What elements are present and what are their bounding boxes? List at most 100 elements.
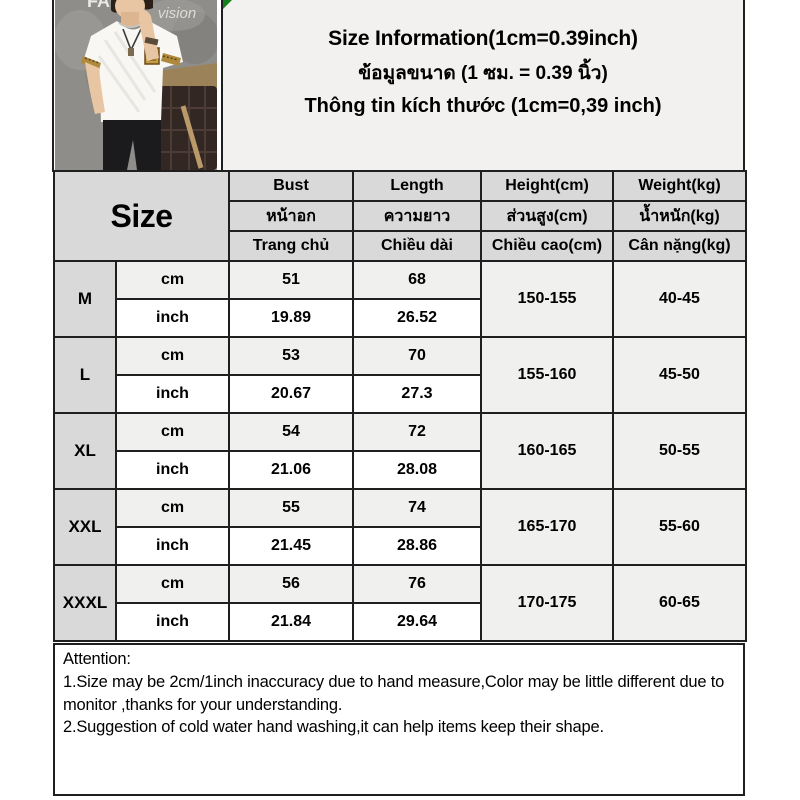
- sleeve-cuff: [161, 53, 181, 66]
- size-label: XXL: [53, 488, 117, 566]
- height-range: 165-170: [480, 488, 614, 566]
- size-label: XXXL: [53, 564, 117, 642]
- bust-cm: 56: [228, 564, 354, 604]
- table-row-m-cm: M cm 51 68 150-155 40-45: [53, 260, 747, 338]
- sleeve-cuff: [81, 56, 101, 70]
- unit-label: cm: [115, 564, 230, 604]
- length-inch: 28.08: [352, 450, 482, 490]
- unit-label: inch: [115, 602, 230, 642]
- shorts: [103, 120, 161, 170]
- attention-line-2: 2.Suggestion of cold water hand washing,…: [63, 718, 604, 737]
- length-inch: 28.86: [352, 526, 482, 566]
- bust-cm: 54: [228, 412, 354, 452]
- title-line-thai: ข้อมูลขนาด (1 ซม. = 0.39 นิ้ว): [358, 62, 608, 84]
- col-header-height-vi: Chiều cao(cm): [480, 230, 614, 262]
- necklace-pendant: [128, 48, 134, 56]
- col-header-height: Height(cm): [480, 170, 614, 202]
- size-table: Size Bust Length Height(cm) Weight(kg) ห…: [53, 170, 747, 642]
- length-inch: 27.3: [352, 374, 482, 414]
- wristwatch: [144, 36, 159, 46]
- unit-label: cm: [115, 336, 230, 376]
- weight-range: 55-60: [612, 488, 747, 566]
- hair: [143, 0, 153, 10]
- unit-label: cm: [115, 260, 230, 300]
- weight-range: 60-65: [612, 564, 747, 642]
- bust-cm: 55: [228, 488, 354, 528]
- col-header-length-vi: Chiều dài: [352, 230, 482, 262]
- left-arm: [85, 62, 105, 114]
- unit-label: inch: [115, 450, 230, 490]
- length-cm: 70: [352, 336, 482, 376]
- col-header-length: Length: [352, 170, 482, 202]
- bust-inch: 20.67: [228, 374, 354, 414]
- length-cm: 74: [352, 488, 482, 528]
- product-photo: FAC vision: [55, 0, 217, 170]
- wall-texture: [145, 0, 205, 31]
- attention-line-1: 1.Size may be 2cm/1inch inaccuracy due t…: [63, 672, 725, 714]
- unit-label: cm: [115, 488, 230, 528]
- tshirt-sheen: [97, 31, 157, 113]
- col-header-weight: Weight(kg): [612, 170, 747, 202]
- header-row-vietnamese: Trang chủ Chiều dài Chiều cao(cm) Cân nặ…: [54, 230, 747, 262]
- size-label: L: [53, 336, 117, 414]
- length-inch: 26.52: [352, 298, 482, 338]
- table-row-xl-inch: inch 21.06 28.08: [54, 450, 746, 490]
- table-row-xxxl-cm: XXXL cm 56 76 170-175 60-65: [53, 564, 747, 642]
- attention-box: Attention: 1.Size may be 2cm/1inch inacc…: [53, 643, 745, 796]
- length-cm: 72: [352, 412, 482, 452]
- bust-inch: 21.84: [228, 602, 354, 642]
- attention-heading: Attention:: [63, 650, 131, 668]
- length-cm: 68: [352, 260, 482, 300]
- unit-label: inch: [115, 526, 230, 566]
- col-header-weight-vi: Cân nặng(kg): [612, 230, 747, 262]
- bust-inch: 19.89: [228, 298, 354, 338]
- col-header-bust-vi: Trang chủ: [228, 230, 354, 262]
- header-row-english: Size Bust Length Height(cm) Weight(kg): [53, 170, 747, 262]
- col-header-bust: Bust: [228, 170, 354, 202]
- unit-label: inch: [115, 298, 230, 338]
- height-range: 155-160: [480, 336, 614, 414]
- weight-range: 40-45: [612, 260, 747, 338]
- table-row-l-inch: inch 20.67 27.3: [54, 374, 746, 414]
- height-range: 160-165: [480, 412, 614, 490]
- raised-arm: [139, 9, 159, 62]
- size-header-cell: Size: [53, 170, 230, 262]
- length-cm: 76: [352, 564, 482, 604]
- unit-label: inch: [115, 374, 230, 414]
- wall-text-top: FAC: [87, 0, 123, 11]
- corner-marker-icon: [223, 0, 232, 9]
- cuff-pattern: [84, 55, 179, 64]
- unit-label: cm: [115, 412, 230, 452]
- console-table: [149, 63, 217, 93]
- table-row-xxl-inch: inch 21.45 28.86: [54, 526, 746, 566]
- bust-cm: 51: [228, 260, 354, 300]
- title-line-english: Size Information(1cm=0.39inch): [328, 26, 638, 50]
- col-header-height-th: ส่วนสูง(cm): [480, 200, 614, 232]
- walking-stick: [180, 105, 204, 169]
- weight-range: 45-50: [612, 336, 747, 414]
- header-row-thai: หน้าอก ความยาว ส่วนสูง(cm) น้ำหนัก(kg): [54, 200, 747, 232]
- bust-inch: 21.45: [228, 526, 354, 566]
- product-photo-art: FAC vision: [55, 0, 217, 170]
- col-header-bust-th: หน้าอก: [228, 200, 354, 232]
- size-label: M: [53, 260, 117, 338]
- col-header-weight-th: น้ำหนัก(kg): [612, 200, 747, 232]
- size-label: XL: [53, 412, 117, 490]
- table-row-xxl-cm: XXL cm 55 74 165-170 55-60: [53, 488, 747, 566]
- bust-cm: 53: [228, 336, 354, 376]
- title-line-vietnamese: Thông tin kích thước (1cm=0,39 inch): [304, 94, 662, 117]
- table-row-xxxl-inch: inch 21.84 29.64: [54, 602, 746, 642]
- outer-left-border: [52, 0, 54, 172]
- length-inch: 29.64: [352, 602, 482, 642]
- table-row-m-inch: inch 19.89 26.52: [54, 298, 746, 338]
- model: [81, 0, 183, 170]
- height-range: 150-155: [480, 260, 614, 338]
- bust-inch: 21.06: [228, 450, 354, 490]
- weight-range: 50-55: [612, 412, 747, 490]
- col-header-length-th: ความยาว: [352, 200, 482, 232]
- table-row-l-cm: L cm 53 70 155-160 45-50: [53, 336, 747, 414]
- title-box: Size Information(1cm=0.39inch) ข้อมูลขนา…: [221, 0, 745, 172]
- neck: [121, 12, 139, 26]
- table-row-xl-cm: XL cm 54 72 160-165 50-55: [53, 412, 747, 490]
